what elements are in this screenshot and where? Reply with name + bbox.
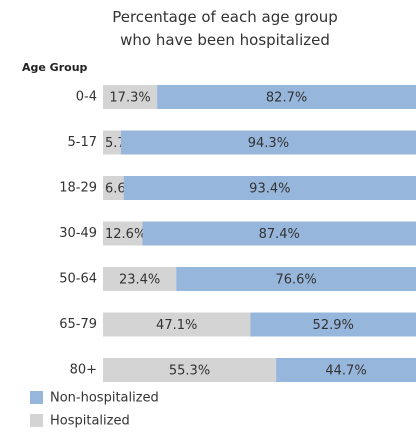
data-label: 94.3%	[248, 136, 289, 151]
bar-segment	[103, 176, 124, 200]
chart-title: Percentage of each age group who have bee…	[112, 8, 338, 49]
bar-segment	[103, 221, 143, 246]
y-tick-label: 65-79	[59, 317, 97, 332]
y-tick-label: 18-29	[59, 181, 97, 196]
y-tick-label: 5-17	[67, 135, 97, 150]
title-line: Percentage of each age group	[112, 8, 338, 26]
data-label: 47.1%	[156, 318, 197, 333]
data-label: 82.7%	[266, 91, 307, 106]
data-label: 76.6%	[275, 273, 316, 288]
title-line: who have been hospitalized	[120, 31, 330, 49]
bar-segment	[142, 221, 416, 246]
data-label: 44.7%	[325, 364, 366, 379]
y-axis-title: Age Group	[22, 61, 88, 74]
legend-swatch	[30, 391, 43, 404]
y-tick-label: 80+	[70, 363, 97, 378]
y-tick-label: 50-64	[59, 272, 97, 287]
data-label: 17.3%	[109, 91, 150, 106]
data-label: 93.4%	[249, 182, 290, 197]
data-label: 23.4%	[119, 273, 160, 288]
bar-segment	[176, 267, 416, 291]
legend-label: Non-hospitalized	[50, 391, 159, 406]
bar-segment	[276, 358, 416, 382]
y-tick-label: 30-49	[59, 226, 97, 241]
bar-segment	[157, 85, 416, 109]
data-label: 55.3%	[169, 364, 210, 379]
data-label: 52.9%	[313, 318, 354, 333]
bar-segment	[103, 130, 121, 155]
bar-segment	[103, 267, 177, 291]
bar-segment	[250, 312, 416, 337]
legend-label: Hospitalized	[50, 414, 130, 429]
bar-segment	[120, 130, 416, 155]
bar-segment	[103, 85, 158, 109]
data-label: 87.4%	[259, 227, 300, 242]
bar-segment	[103, 312, 251, 337]
bar-segment	[103, 358, 277, 382]
y-tick-label: 0-4	[76, 90, 97, 105]
bar-segment	[123, 176, 416, 200]
legend-swatch	[30, 414, 43, 427]
data-label: 12.6%	[105, 227, 146, 242]
